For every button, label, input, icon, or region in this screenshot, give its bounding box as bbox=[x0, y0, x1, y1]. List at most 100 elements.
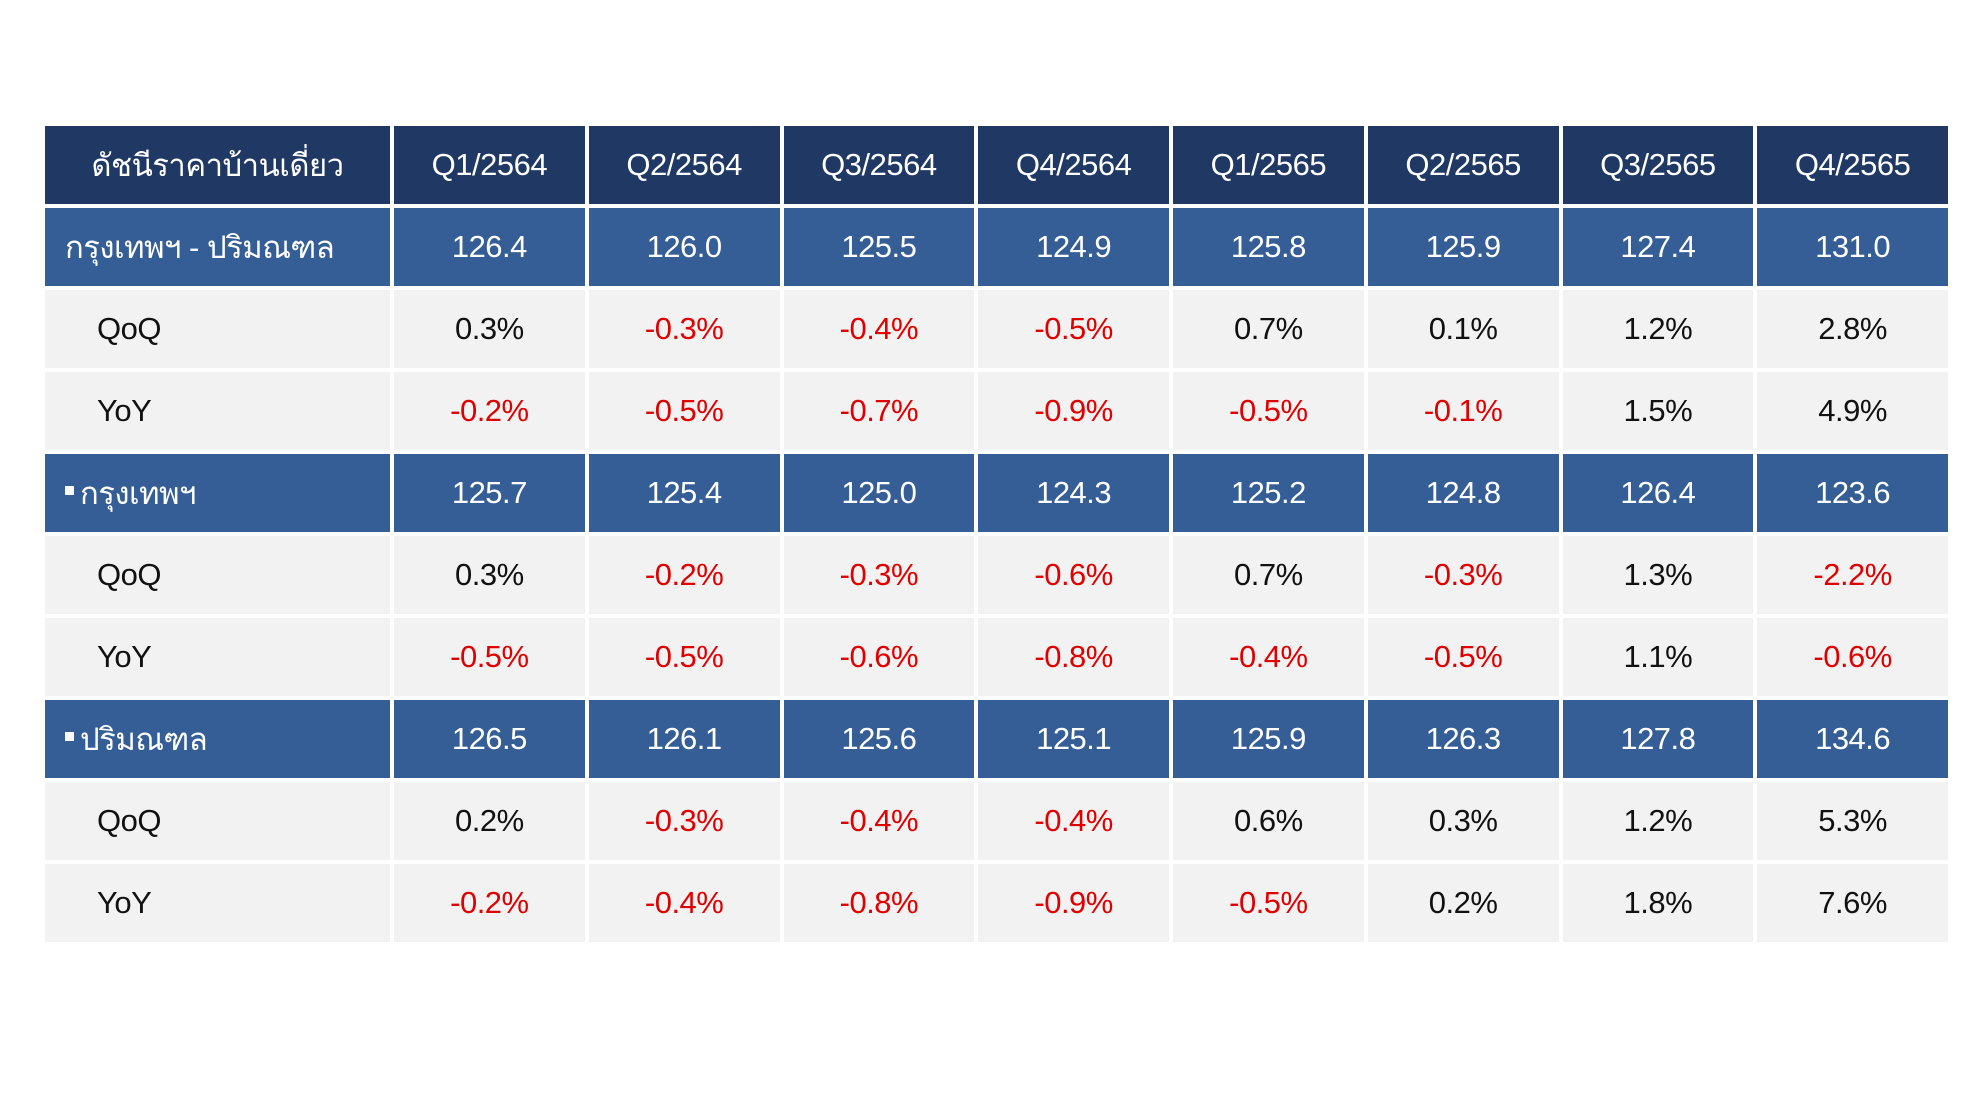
table-cell-value: 125.0 bbox=[783, 454, 975, 532]
table-cell-value: 5.3% bbox=[1757, 782, 1948, 860]
row-label-cell: QoQ bbox=[45, 536, 390, 614]
header-period-cell: Q2/2565 bbox=[1367, 126, 1559, 204]
row-label-cell: กรุงเทพฯ - ปริมณฑล bbox=[45, 208, 390, 286]
table-cell-value: -0.8% bbox=[783, 864, 975, 942]
table-cell-value: -0.4% bbox=[783, 782, 975, 860]
table-cell-value: -0.4% bbox=[588, 864, 780, 942]
table-row-change: YoY -0.2% -0.4% -0.8% -0.9% -0.5% 0.2% 1.8% 7.6% bbox=[45, 864, 1948, 942]
table-cell-value: -0.6% bbox=[1757, 618, 1948, 696]
row-label-text: QoQ bbox=[97, 557, 161, 592]
table-cell-value: 125.7 bbox=[394, 454, 585, 532]
table-cell-value: 126.1 bbox=[588, 700, 780, 778]
table-cell-value: -0.5% bbox=[394, 618, 585, 696]
row-label-cell: ปริมณฑล bbox=[45, 700, 390, 778]
table-row-change: QoQ 0.2% -0.3% -0.4% -0.4% 0.6% 0.3% 1.2% 5.3% bbox=[45, 782, 1948, 860]
row-label-cell: YoY bbox=[45, 618, 390, 696]
table-cell-value: 124.8 bbox=[1367, 454, 1559, 532]
row-label-text: YoY bbox=[97, 393, 152, 428]
row-label-cell: YoY bbox=[45, 864, 390, 942]
table-cell-value: -0.5% bbox=[588, 618, 780, 696]
bullet-square-icon bbox=[65, 486, 74, 495]
row-label-text: YoY bbox=[97, 639, 152, 674]
row-label-text: กรุงเทพฯ - ปริมณฑล bbox=[65, 230, 335, 265]
table-cell-value: -0.5% bbox=[978, 290, 1169, 368]
header-period-cell: Q4/2564 bbox=[978, 126, 1169, 204]
table-cell-value: -0.3% bbox=[588, 290, 780, 368]
table-cell-value: 0.7% bbox=[1173, 536, 1364, 614]
table-cell-value: 126.3 bbox=[1367, 700, 1559, 778]
table-cell-value: 1.5% bbox=[1562, 372, 1754, 450]
table-cell-value: -0.1% bbox=[1367, 372, 1559, 450]
table-cell-value: -0.4% bbox=[1173, 618, 1364, 696]
table-cell-value: 0.3% bbox=[394, 536, 585, 614]
table-cell-value: 125.5 bbox=[783, 208, 975, 286]
table-row-region: ปริมณฑล 126.5 126.1 125.6 125.1 125.9 126.3 127… bbox=[45, 700, 1948, 778]
table-cell-value: 127.4 bbox=[1562, 208, 1754, 286]
table-row-change: QoQ 0.3% -0.2% -0.3% -0.6% 0.7% -0.3% 1.3% -2.2% bbox=[45, 536, 1948, 614]
table-body: กรุงเทพฯ - ปริมณฑล 126.4 126.0 125.5 124.9 12… bbox=[45, 208, 1948, 942]
header-period-cell: Q3/2565 bbox=[1562, 126, 1754, 204]
row-label-text: ปริมณฑล bbox=[80, 722, 208, 757]
table-cell-value: -0.5% bbox=[1173, 372, 1364, 450]
row-label-cell: กรุงเทพฯ bbox=[45, 454, 390, 532]
table-cell-value: 0.7% bbox=[1173, 290, 1364, 368]
table-cell-value: -0.2% bbox=[588, 536, 780, 614]
table-cell-value: -0.3% bbox=[588, 782, 780, 860]
table-row-region: กรุงเทพฯ - ปริมณฑล 126.4 126.0 125.5 124.9 12… bbox=[45, 208, 1948, 286]
table-cell-value: 125.6 bbox=[783, 700, 975, 778]
table-cell-value: -0.5% bbox=[1173, 864, 1364, 942]
table-cell-value: 134.6 bbox=[1757, 700, 1948, 778]
table-row-change: YoY -0.2% -0.5% -0.7% -0.9% -0.5% -0.1% 1.5% 4.9… bbox=[45, 372, 1948, 450]
row-label-text: YoY bbox=[97, 885, 152, 920]
table-cell-value: 4.9% bbox=[1757, 372, 1948, 450]
header-label-cell: ดัชนีราคาบ้านเดี่ยว bbox=[45, 126, 390, 204]
table-cell-value: -0.8% bbox=[978, 618, 1169, 696]
table-cell-value: 127.8 bbox=[1562, 700, 1754, 778]
table-cell-value: 1.2% bbox=[1562, 782, 1754, 860]
table-cell-value: 125.9 bbox=[1173, 700, 1364, 778]
table-cell-value: 0.2% bbox=[1367, 864, 1559, 942]
table-cell-value: 0.1% bbox=[1367, 290, 1559, 368]
header-period-cell: Q4/2565 bbox=[1757, 126, 1948, 204]
row-label-cell: QoQ bbox=[45, 290, 390, 368]
row-label-text: QoQ bbox=[97, 311, 161, 346]
table-row-region: กรุงเทพฯ 125.7 125.4 125.0 124.3 125.2 124.8 12… bbox=[45, 454, 1948, 532]
table-header-row: ดัชนีราคาบ้านเดี่ยว Q1/2564 Q2/2564 Q3/2564… bbox=[45, 126, 1948, 204]
table-cell-value: 0.3% bbox=[1367, 782, 1559, 860]
table-cell-value: 125.2 bbox=[1173, 454, 1364, 532]
table-cell-value: 125.1 bbox=[978, 700, 1169, 778]
table-cell-value: 1.2% bbox=[1562, 290, 1754, 368]
table-cell-value: 124.9 bbox=[978, 208, 1169, 286]
table-cell-value: 0.2% bbox=[394, 782, 585, 860]
table-cell-value: 126.4 bbox=[394, 208, 585, 286]
table-row-change: QoQ 0.3% -0.3% -0.4% -0.5% 0.7% 0.1% 1.2% 2.8% bbox=[45, 290, 1948, 368]
header-period-cell: Q3/2564 bbox=[783, 126, 975, 204]
table-cell-value: -0.7% bbox=[783, 372, 975, 450]
table-cell-value: 123.6 bbox=[1757, 454, 1948, 532]
bullet-square-icon bbox=[65, 732, 74, 741]
table-row-change: YoY -0.5% -0.5% -0.6% -0.8% -0.4% -0.5% 1.1% -0.… bbox=[45, 618, 1948, 696]
table-cell-value: -0.6% bbox=[783, 618, 975, 696]
table-cell-value: 126.5 bbox=[394, 700, 585, 778]
table-cell-value: 124.3 bbox=[978, 454, 1169, 532]
table-cell-value: -0.5% bbox=[1367, 618, 1559, 696]
row-label-cell: QoQ bbox=[45, 782, 390, 860]
table-cell-value: 1.3% bbox=[1562, 536, 1754, 614]
table-cell-value: -0.5% bbox=[588, 372, 780, 450]
table-cell-value: 7.6% bbox=[1757, 864, 1948, 942]
table-cell-value: 1.8% bbox=[1562, 864, 1754, 942]
table-cell-value: -0.3% bbox=[1367, 536, 1559, 614]
row-label-text: QoQ bbox=[97, 803, 161, 838]
table-cell-value: 0.6% bbox=[1173, 782, 1364, 860]
table-cell-value: -0.9% bbox=[978, 372, 1169, 450]
table-cell-value: -0.4% bbox=[978, 782, 1169, 860]
table-cell-value: 0.3% bbox=[394, 290, 585, 368]
table-cell-value: -2.2% bbox=[1757, 536, 1948, 614]
table-cell-value: 2.8% bbox=[1757, 290, 1948, 368]
row-label-text: กรุงเทพฯ bbox=[80, 476, 196, 511]
table-cell-value: 125.8 bbox=[1173, 208, 1364, 286]
table-cell-value: 125.9 bbox=[1367, 208, 1559, 286]
table-cell-value: 126.0 bbox=[588, 208, 780, 286]
header-period-cell: Q1/2564 bbox=[394, 126, 585, 204]
row-label-cell: YoY bbox=[45, 372, 390, 450]
